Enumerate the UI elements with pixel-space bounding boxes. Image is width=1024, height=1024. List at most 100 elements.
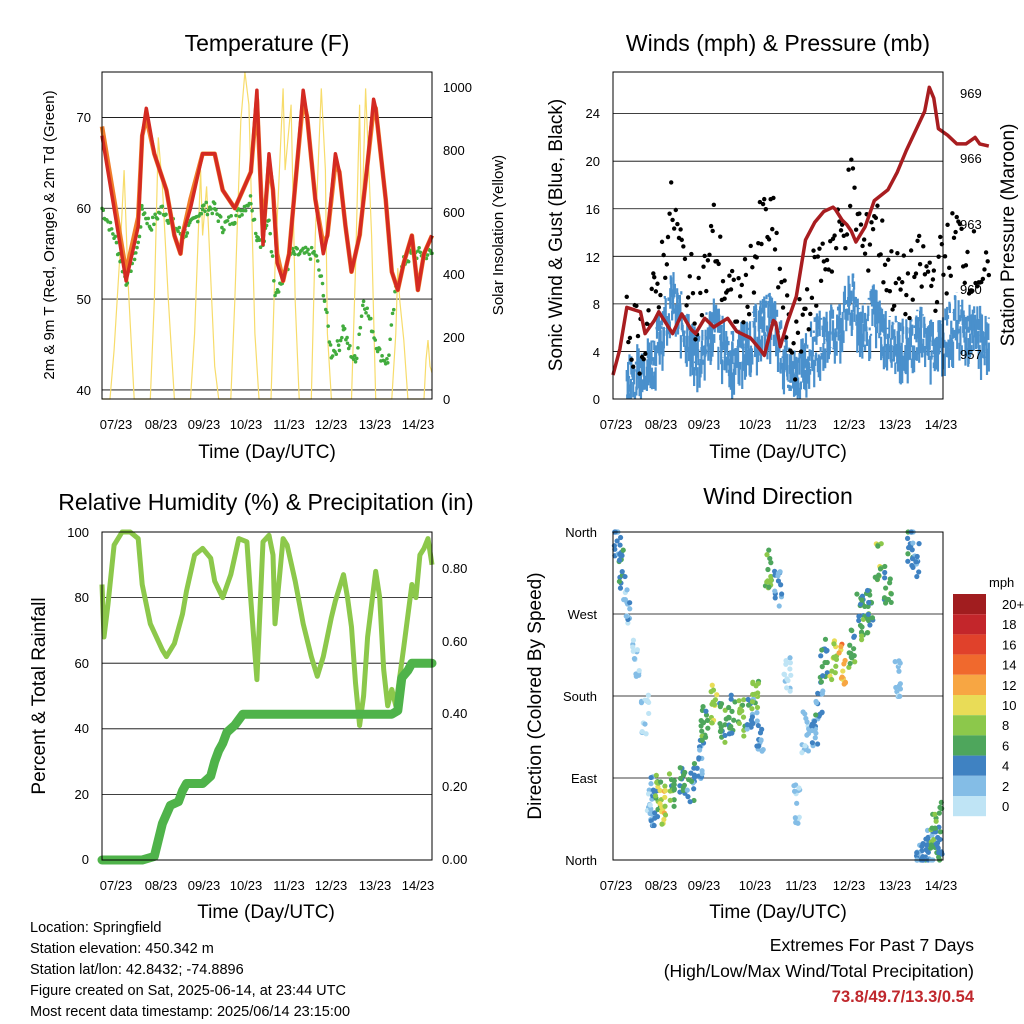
rh-line xyxy=(99,529,435,728)
gust-point xyxy=(924,264,929,269)
dewpoint-point xyxy=(214,208,218,212)
direction-point xyxy=(699,737,705,743)
dewpoint-point xyxy=(338,338,343,343)
temperature-x-tick: 10/23 xyxy=(230,417,263,432)
direction-point xyxy=(849,627,855,634)
direction-point xyxy=(792,815,798,821)
direction-point xyxy=(832,655,838,661)
gust-point xyxy=(692,321,697,326)
direction-point xyxy=(617,585,624,591)
gust-point xyxy=(637,371,642,376)
gust-point xyxy=(687,274,692,279)
legend-label: 8 xyxy=(1002,718,1009,733)
legend-swatch xyxy=(953,674,986,695)
legend-label: 12 xyxy=(1002,678,1016,693)
direction-point xyxy=(697,747,703,753)
direction-point xyxy=(709,682,715,688)
dewpoint-point xyxy=(134,251,138,255)
winds-left-tick: 0 xyxy=(593,392,600,407)
dewpoint-point xyxy=(253,231,258,236)
gust-point xyxy=(731,277,736,283)
gust-point xyxy=(933,308,938,313)
dewpoint-point xyxy=(360,303,365,308)
direction-point xyxy=(777,569,783,575)
gust-point xyxy=(690,290,696,296)
gust-point xyxy=(951,235,957,241)
pressure-line xyxy=(611,85,990,376)
dewpoint-point xyxy=(216,219,221,223)
direction-point xyxy=(804,719,810,725)
gust-point xyxy=(682,256,688,262)
dewpoint-point xyxy=(243,208,248,213)
gust-point xyxy=(887,288,893,294)
dewpoint-point xyxy=(145,221,149,226)
direction-point xyxy=(667,797,673,803)
gust-point xyxy=(797,296,802,302)
direction-point xyxy=(884,596,890,602)
direction-point xyxy=(888,599,894,606)
dewpoint-point xyxy=(388,337,392,342)
direction-point xyxy=(699,728,705,734)
direction-point xyxy=(799,750,805,756)
direction-point xyxy=(910,540,916,546)
direction-point xyxy=(740,714,747,720)
gust-point xyxy=(983,250,989,255)
gust-point xyxy=(653,289,659,294)
humidity-x-tick: 07/23 xyxy=(100,878,133,893)
temperature-left-tick: 40 xyxy=(77,383,91,398)
direction-left-tick: South xyxy=(563,689,597,704)
gust-point xyxy=(843,246,848,251)
direction-point xyxy=(648,781,654,787)
gust-point xyxy=(965,249,970,255)
dewpoint-point xyxy=(366,314,371,318)
humidity-x-tick: 09/23 xyxy=(188,878,221,893)
dewpoint-point xyxy=(345,335,349,340)
direction-point xyxy=(703,712,710,718)
gust-point xyxy=(658,292,663,298)
humidity-x-tick: 10/23 xyxy=(230,878,263,893)
gust-point xyxy=(663,275,668,281)
dewpoint-point xyxy=(204,200,209,205)
temperature-x-tick: 12/23 xyxy=(315,417,348,432)
direction-point xyxy=(904,535,911,541)
direction-point xyxy=(875,543,881,549)
gust-point xyxy=(641,357,646,362)
direction-point xyxy=(757,730,764,736)
dewpoint-point xyxy=(270,254,275,258)
dewpoint-point xyxy=(390,311,395,316)
direction-point xyxy=(914,850,920,856)
direction-point xyxy=(839,674,845,680)
dewpoint-point xyxy=(365,306,370,311)
direction-point xyxy=(744,722,750,728)
dewpoint-point xyxy=(346,346,351,351)
dewpoint-point xyxy=(205,212,210,217)
gust-point xyxy=(860,243,865,249)
gust-point xyxy=(795,330,801,336)
dewpoint-point xyxy=(291,249,296,254)
direction-point xyxy=(749,699,756,705)
direction-point xyxy=(883,585,889,591)
dewpoint-point xyxy=(267,218,271,223)
direction-point xyxy=(704,717,711,723)
dewpoint-point xyxy=(229,214,233,218)
direction-point xyxy=(787,688,793,694)
humidity-right-tick: 0.00 xyxy=(442,852,467,867)
extremes-subtitle: (High/Low/Max Wind/Total Precipitation) xyxy=(663,961,974,981)
direction-point xyxy=(847,660,853,667)
direction-point xyxy=(688,770,694,776)
temperature-x-tick: 08/23 xyxy=(145,417,178,432)
direction-point xyxy=(809,740,815,746)
direction-point xyxy=(661,816,667,823)
direction-point xyxy=(854,591,860,597)
dewpoint-point xyxy=(385,360,390,365)
direction-point xyxy=(666,771,673,777)
direction-point xyxy=(819,647,825,653)
direction-point xyxy=(728,723,734,730)
dewpoint-point xyxy=(428,248,432,253)
gust-point xyxy=(667,211,672,216)
dewpoint-point xyxy=(389,323,394,327)
direction-point xyxy=(754,704,761,711)
direction-point xyxy=(653,772,659,778)
direction-point xyxy=(659,821,665,827)
